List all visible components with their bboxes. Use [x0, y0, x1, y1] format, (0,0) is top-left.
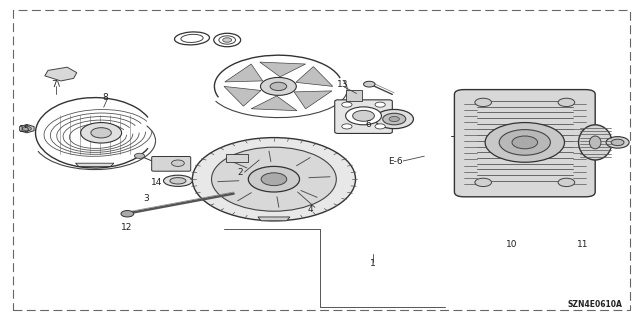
Polygon shape — [294, 91, 332, 109]
Text: 8: 8 — [103, 93, 108, 102]
Polygon shape — [224, 86, 261, 106]
FancyBboxPatch shape — [335, 100, 392, 133]
Polygon shape — [346, 90, 362, 101]
Text: 3: 3 — [143, 194, 148, 203]
Circle shape — [611, 139, 624, 146]
Ellipse shape — [170, 178, 186, 184]
Text: 14: 14 — [151, 178, 163, 187]
Ellipse shape — [223, 38, 232, 42]
Circle shape — [270, 82, 287, 91]
Polygon shape — [225, 64, 262, 82]
Text: E-6: E-6 — [388, 157, 403, 166]
Circle shape — [389, 116, 399, 122]
Circle shape — [248, 166, 300, 192]
Text: 6: 6 — [365, 120, 371, 129]
Circle shape — [172, 160, 184, 166]
Circle shape — [485, 123, 564, 162]
Text: 2: 2 — [237, 168, 243, 177]
Ellipse shape — [193, 138, 356, 221]
Circle shape — [22, 126, 31, 131]
Circle shape — [375, 109, 413, 129]
Circle shape — [346, 107, 381, 125]
Circle shape — [512, 136, 538, 149]
Polygon shape — [251, 96, 297, 111]
Circle shape — [91, 128, 111, 138]
Text: 1: 1 — [371, 260, 376, 268]
Circle shape — [353, 110, 374, 121]
Text: 13: 13 — [337, 80, 348, 89]
Text: 11: 11 — [577, 240, 588, 249]
Circle shape — [375, 102, 385, 107]
Polygon shape — [45, 67, 77, 81]
Ellipse shape — [211, 147, 337, 211]
Circle shape — [342, 124, 352, 129]
Ellipse shape — [579, 125, 612, 160]
Text: 7: 7 — [52, 80, 57, 89]
Circle shape — [260, 77, 296, 95]
Circle shape — [375, 124, 385, 129]
Polygon shape — [296, 67, 333, 86]
Circle shape — [558, 98, 575, 107]
Circle shape — [475, 98, 492, 107]
FancyBboxPatch shape — [152, 156, 191, 171]
Polygon shape — [258, 217, 290, 221]
Circle shape — [364, 81, 375, 87]
FancyBboxPatch shape — [454, 90, 595, 197]
Circle shape — [499, 130, 550, 155]
Text: 4: 4 — [308, 205, 313, 214]
Text: 10: 10 — [506, 240, 518, 249]
Circle shape — [121, 211, 134, 217]
Text: 12: 12 — [121, 223, 132, 232]
Polygon shape — [20, 124, 34, 133]
Circle shape — [134, 153, 145, 158]
Circle shape — [342, 102, 352, 107]
Circle shape — [383, 113, 406, 125]
Ellipse shape — [164, 175, 193, 186]
Circle shape — [558, 178, 575, 187]
Polygon shape — [76, 163, 114, 166]
Polygon shape — [260, 62, 306, 77]
Text: 15: 15 — [19, 125, 30, 134]
Ellipse shape — [589, 136, 601, 149]
Text: SZN4E0610A: SZN4E0610A — [567, 300, 622, 309]
Polygon shape — [226, 154, 248, 162]
Circle shape — [81, 123, 122, 143]
Circle shape — [261, 173, 287, 186]
Circle shape — [606, 137, 629, 148]
Circle shape — [475, 178, 492, 187]
